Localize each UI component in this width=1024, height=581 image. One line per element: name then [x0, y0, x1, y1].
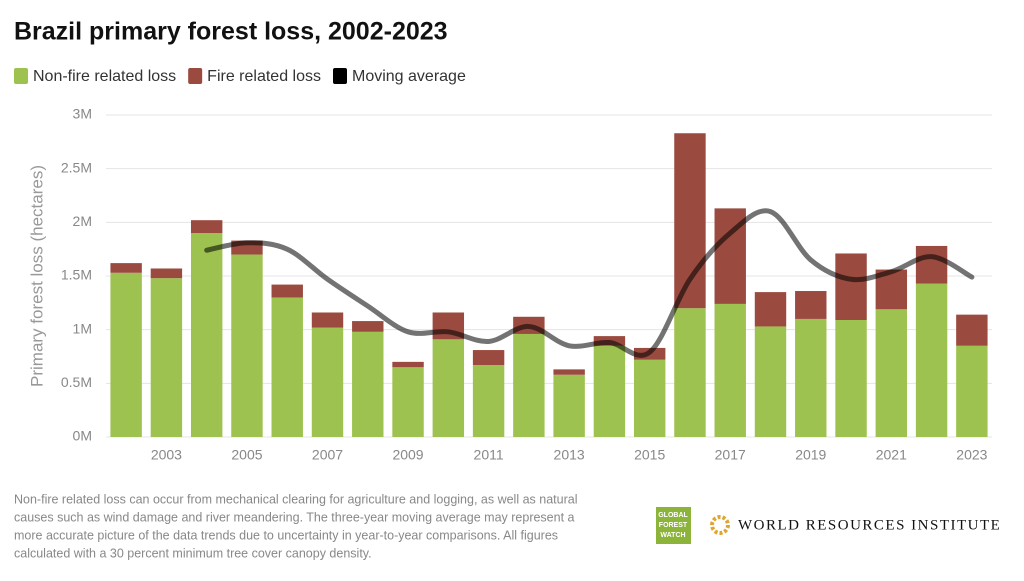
x-tick-label: 2023 — [956, 447, 987, 463]
bar — [311, 327, 344, 437]
wri-mark — [710, 515, 730, 535]
y-tick-label: 2.5M — [61, 159, 92, 175]
x-tick-label: 2011 — [474, 447, 504, 463]
x-tick-label: 2013 — [554, 447, 585, 463]
y-tick-label: 0M — [73, 428, 92, 444]
bar — [835, 253, 867, 321]
bar — [915, 283, 948, 437]
bar — [110, 263, 142, 273]
bar — [674, 308, 706, 437]
legend-swatch — [188, 68, 203, 84]
note-line: Non-fire related loss can occur from mec… — [14, 492, 577, 506]
x-tick-label: 2003 — [151, 447, 182, 463]
bar — [190, 233, 223, 437]
gfw-text: FOREST — [659, 522, 688, 529]
gfw-box — [656, 507, 691, 544]
bar — [392, 367, 424, 437]
bar — [150, 278, 183, 437]
wri-logo: WORLD RESOURCES INSTITUTE — [710, 515, 1001, 535]
x-tick-label: 2009 — [392, 447, 423, 463]
bar — [352, 321, 384, 332]
y-tick-label: 3M — [73, 106, 92, 122]
note-line: calculated with a 30 percent minimum tre… — [14, 546, 372, 560]
y-tick-label: 1.5M — [61, 267, 92, 283]
bar — [633, 359, 666, 437]
bar — [231, 254, 263, 437]
legend-swatch — [333, 68, 347, 84]
bar — [472, 365, 505, 437]
legend-label: Fire related loss — [207, 68, 321, 85]
wri-text: WORLD RESOURCES INSTITUTE — [738, 517, 1001, 533]
footer-note: Non-fire related loss can occur from mec… — [14, 492, 577, 560]
y-tick-label: 1M — [73, 320, 92, 336]
gfw-text: GLOBAL — [658, 512, 688, 519]
bar — [915, 245, 948, 284]
bar — [311, 312, 344, 328]
bar — [593, 345, 626, 437]
x-tick-label: 2017 — [715, 447, 746, 463]
x-tick-label: 2015 — [634, 447, 665, 463]
y-tick-label: 0.5M — [61, 374, 92, 390]
bar — [795, 318, 827, 437]
bar — [754, 292, 787, 327]
bar — [553, 374, 585, 437]
bar — [271, 297, 303, 437]
bar — [190, 220, 223, 234]
x-tick-label: 2007 — [312, 447, 343, 463]
bar — [150, 268, 183, 279]
bar — [875, 309, 908, 437]
bar — [513, 333, 545, 437]
x-tick-label: 2019 — [795, 447, 826, 463]
bar — [754, 326, 787, 437]
gfw-logo: GLOBAL FOREST WATCH — [656, 507, 691, 544]
note-line: causes such as wind damage and river mea… — [14, 510, 575, 524]
x-tick-label: 2021 — [876, 447, 907, 463]
bar — [714, 303, 746, 437]
bar — [392, 361, 424, 368]
x-tick-label: 2005 — [231, 447, 262, 463]
legend-swatch — [14, 68, 28, 84]
y-axis-label: Primary forest loss (hectares) — [27, 165, 46, 387]
legend-label: Non-fire related loss — [33, 68, 176, 85]
chart-title: Brazil primary forest loss, 2002-2023 — [14, 18, 448, 46]
bar — [352, 331, 384, 437]
bar — [432, 339, 465, 437]
bar — [271, 284, 303, 298]
bar — [835, 320, 867, 437]
bar — [472, 350, 505, 366]
bar — [795, 291, 827, 319]
bar — [956, 314, 988, 346]
note-line: more accurate picture of the data trends… — [14, 528, 558, 542]
bar — [553, 369, 585, 375]
y-tick-label: 2M — [73, 213, 92, 229]
bar — [110, 272, 142, 437]
moving-average-line — [204, 208, 975, 358]
gfw-text: WATCH — [660, 532, 685, 539]
legend-label: Moving average — [352, 68, 466, 85]
bar — [956, 345, 988, 437]
